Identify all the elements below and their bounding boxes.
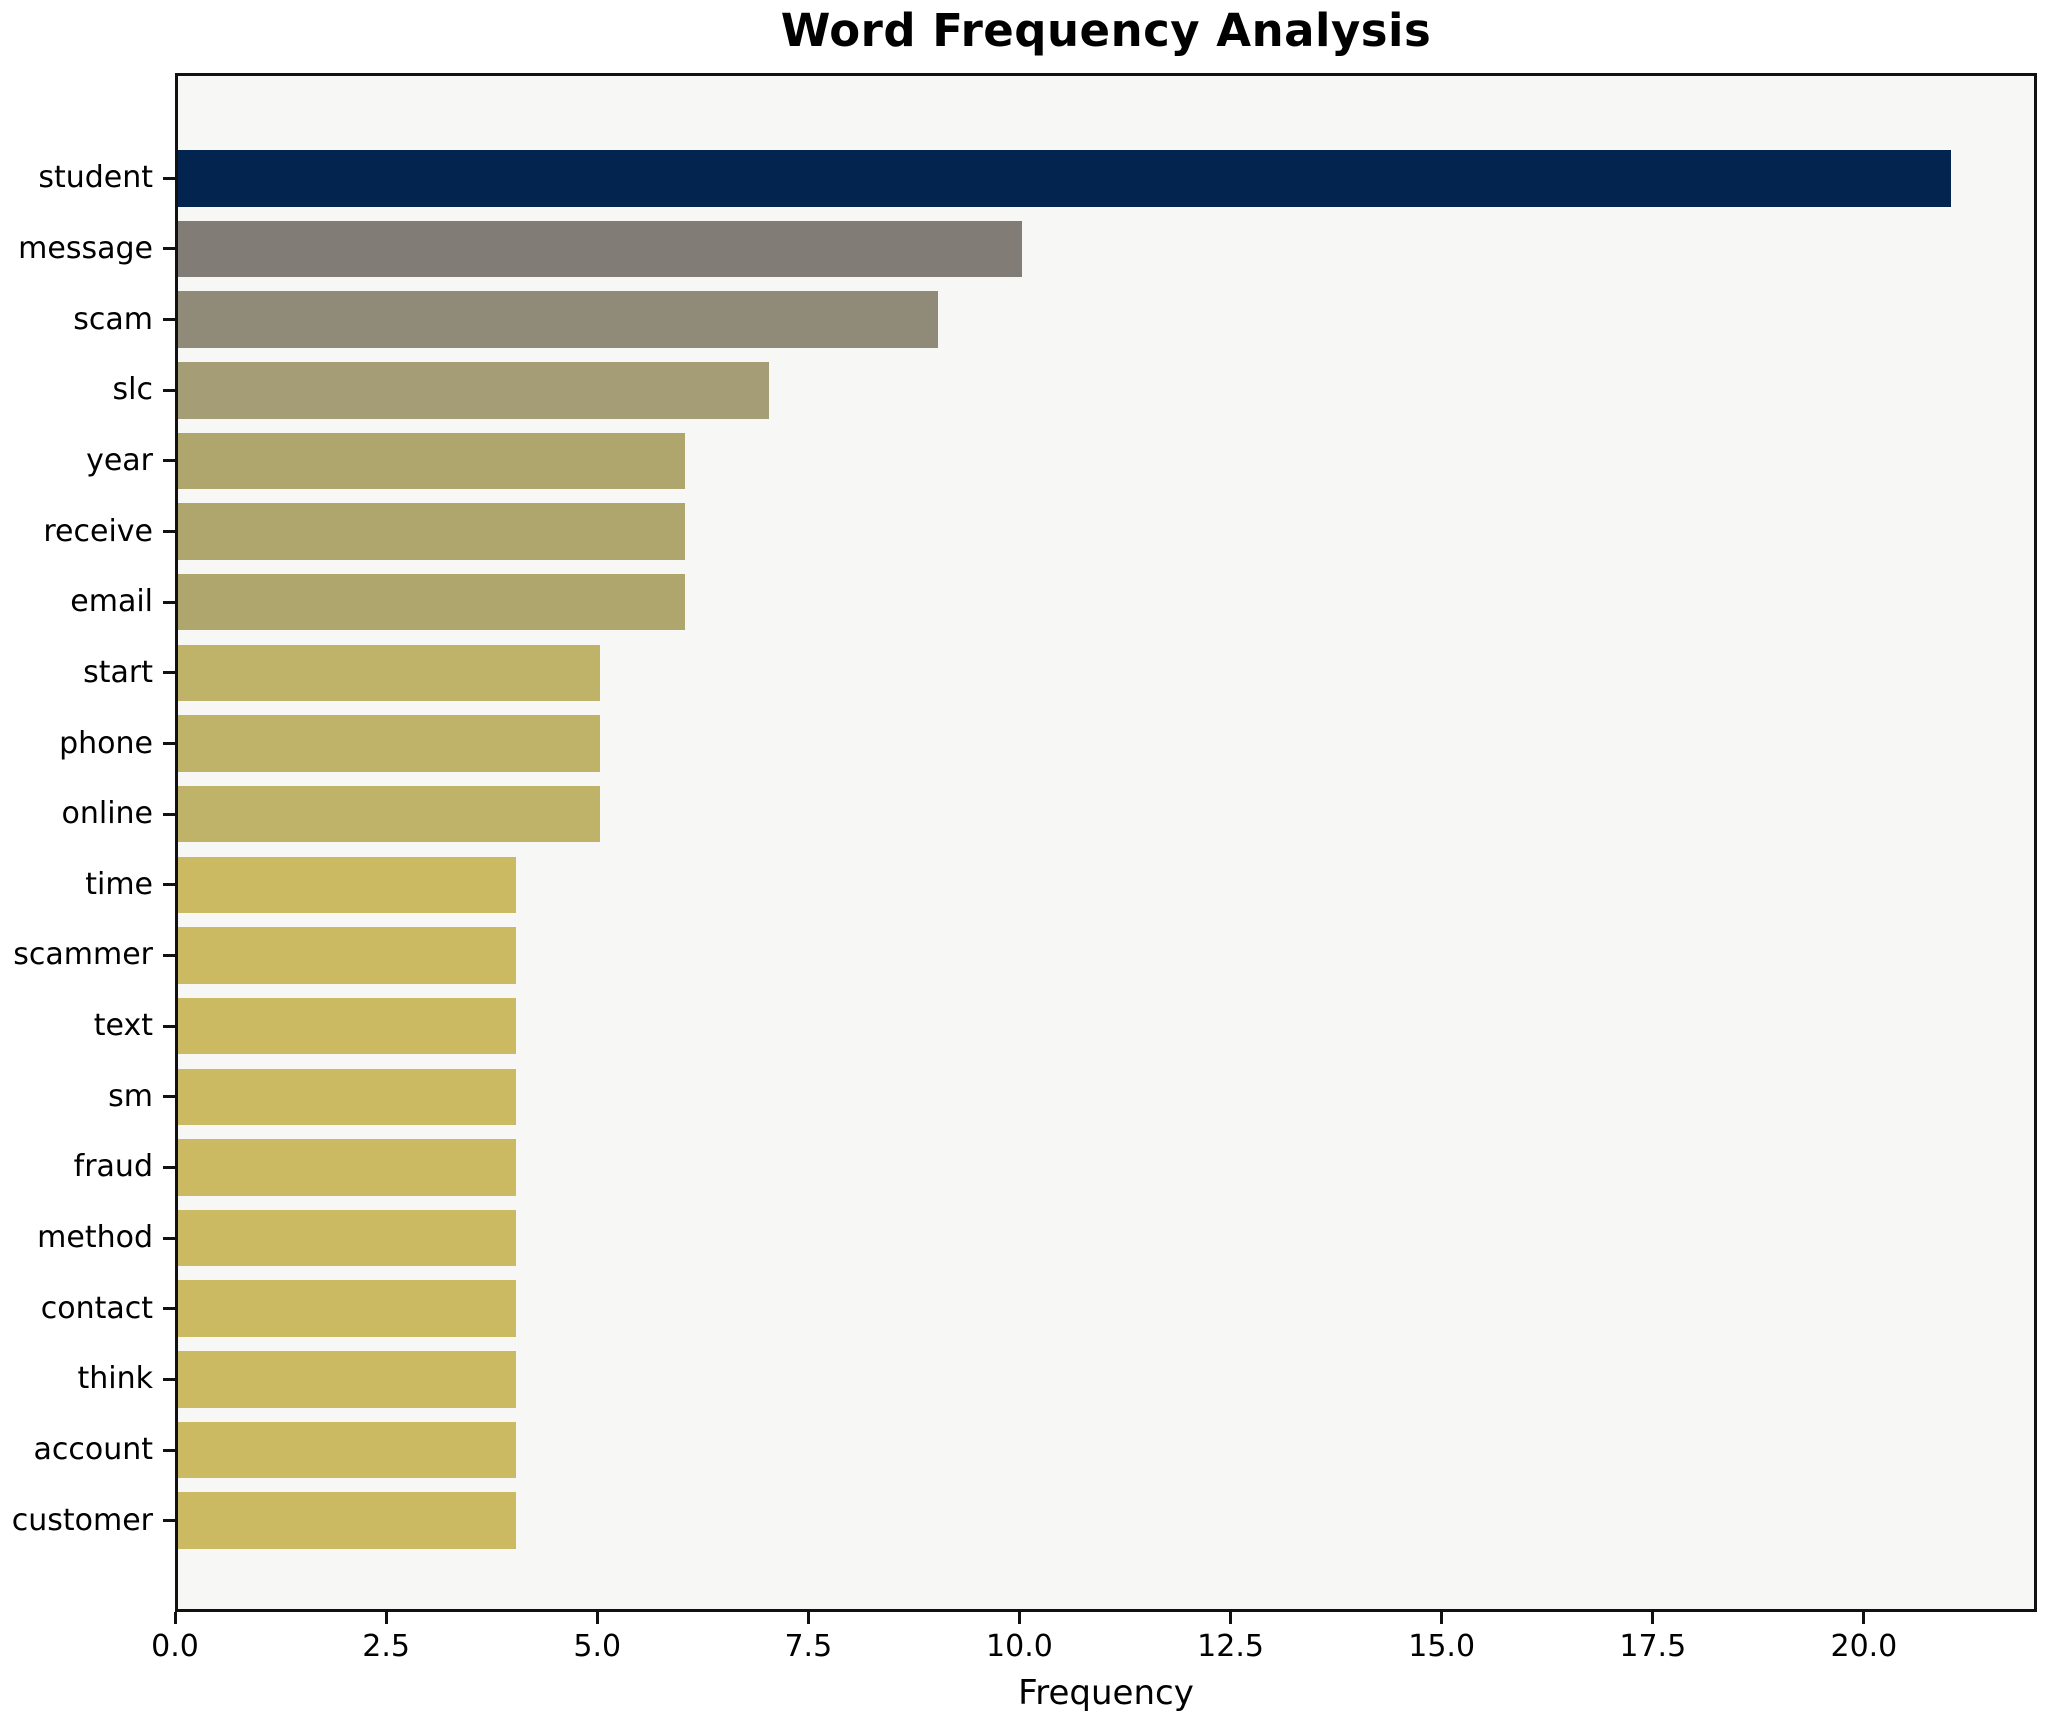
x-tick-mark: [384, 1612, 388, 1624]
y-tick-mark: [163, 1095, 175, 1099]
y-tick-mark: [163, 812, 175, 816]
bar-account: [178, 1421, 516, 1479]
y-tick-label-year: year: [86, 442, 153, 478]
bar-phone: [178, 715, 601, 772]
x-tick-label-7.5: 7.5: [784, 1629, 833, 1664]
y-tick-mark: [163, 953, 175, 957]
x-tick-mark: [595, 1612, 599, 1624]
y-tick-mark: [163, 247, 175, 251]
bar-slc: [178, 362, 770, 419]
y-tick-label-email: email: [70, 584, 153, 620]
bar-receive: [178, 503, 685, 560]
bar-think: [178, 1351, 516, 1408]
bar-time: [178, 856, 516, 914]
y-tick-mark: [163, 1236, 175, 1240]
y-tick-label-start: start: [83, 654, 153, 690]
x-tick-label-12.5: 12.5: [1197, 1629, 1264, 1664]
y-tick-label-method: method: [37, 1220, 153, 1256]
bar-scam: [178, 291, 938, 348]
x-tick-label-0.0: 0.0: [151, 1629, 199, 1664]
bar-text: [178, 997, 516, 1055]
y-tick-label-student: student: [38, 160, 153, 196]
y-tick-label-account: account: [33, 1432, 153, 1468]
bar-year: [178, 432, 685, 490]
bar-email: [178, 573, 685, 631]
x-tick-mark: [1862, 1612, 1866, 1624]
y-tick-mark: [163, 1519, 175, 1523]
y-tick-mark: [163, 1307, 175, 1311]
bar-student: [178, 150, 1952, 207]
y-tick-label-online: online: [61, 796, 153, 832]
y-tick-mark: [163, 1377, 175, 1381]
x-tick-mark: [173, 1612, 177, 1624]
y-tick-mark: [163, 671, 175, 675]
y-tick-mark: [163, 459, 175, 463]
y-tick-label-sm: sm: [108, 1078, 153, 1114]
y-tick-mark: [163, 388, 175, 392]
y-tick-label-contact: contact: [40, 1290, 153, 1326]
x-tick-label-10.0: 10.0: [986, 1629, 1053, 1664]
y-tick-label-scam: scam: [73, 301, 153, 337]
x-tick-label-5.0: 5.0: [573, 1629, 622, 1664]
bar-scammer: [178, 927, 516, 984]
bar-start: [178, 644, 601, 702]
y-tick-label-receive: receive: [43, 513, 153, 549]
y-tick-label-think: think: [77, 1361, 154, 1397]
x-tick-mark: [1440, 1612, 1444, 1624]
bar-fraud: [178, 1139, 516, 1196]
bar-contact: [178, 1280, 516, 1337]
x-tick-label-20.0: 20.0: [1830, 1629, 1898, 1664]
y-tick-label-time: time: [85, 866, 153, 902]
y-tick-label-text: text: [93, 1008, 153, 1044]
x-tick-mark: [806, 1612, 810, 1624]
y-tick-label-slc: slc: [112, 372, 153, 408]
y-tick-mark: [163, 176, 175, 180]
bar-customer: [178, 1492, 516, 1549]
x-tick-mark: [1229, 1612, 1233, 1624]
x-tick-label-2.5: 2.5: [362, 1629, 410, 1664]
y-tick-mark: [163, 1165, 175, 1169]
y-tick-label-fraud: fraud: [73, 1149, 153, 1185]
bar-sm: [178, 1068, 516, 1126]
bar-online: [178, 785, 601, 843]
y-tick-label-message: message: [18, 230, 153, 266]
y-tick-label-customer: customer: [11, 1502, 153, 1538]
y-tick-label-phone: phone: [59, 725, 153, 761]
x-tick-mark: [1017, 1612, 1021, 1624]
x-tick-label-15.0: 15.0: [1408, 1629, 1476, 1664]
x-tick-mark: [1651, 1612, 1655, 1624]
y-tick-mark: [163, 1448, 175, 1452]
plot-area: [175, 73, 2037, 1612]
chart-title: Word Frequency Analysis: [780, 4, 1432, 57]
y-tick-mark: [163, 742, 175, 746]
x-tick-label-17.5: 17.5: [1619, 1629, 1687, 1664]
y-tick-mark: [163, 1024, 175, 1028]
bar-method: [178, 1209, 516, 1267]
bar-message: [178, 220, 1023, 278]
y-tick-mark: [163, 600, 175, 604]
y-tick-mark: [163, 883, 175, 887]
y-tick-mark: [163, 530, 175, 534]
y-tick-label-scammer: scammer: [13, 937, 153, 973]
x-axis-title: Frequency: [1018, 1673, 1194, 1713]
y-tick-mark: [163, 318, 175, 322]
